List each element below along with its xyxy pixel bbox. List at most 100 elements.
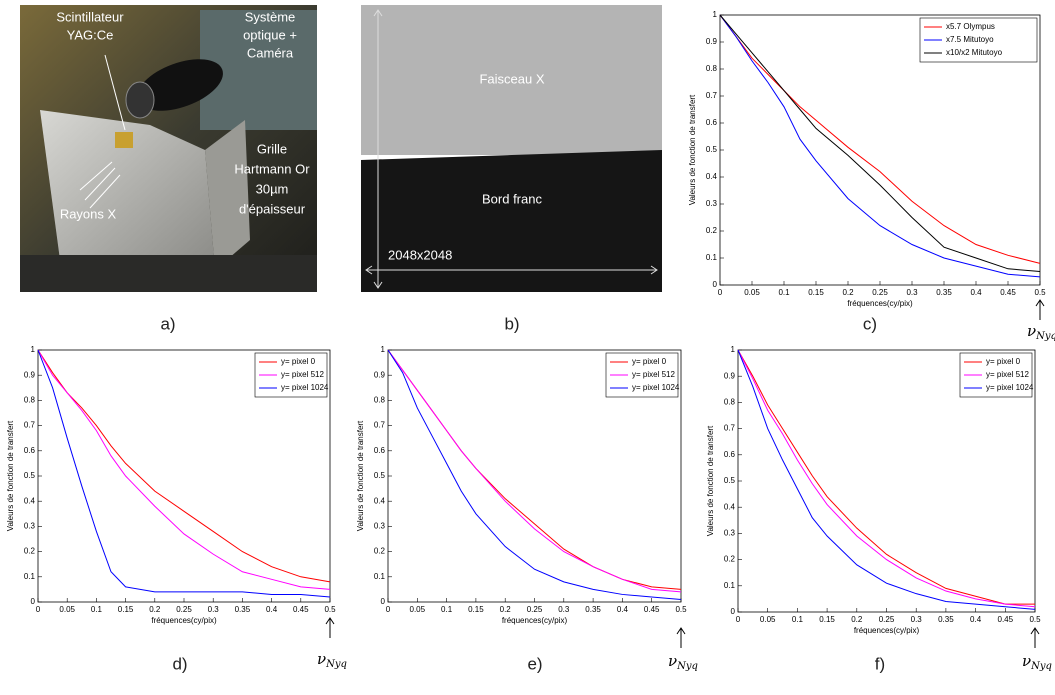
annotation-arrowhead bbox=[1030, 627, 1040, 635]
x-tick-label: 0.05 bbox=[760, 615, 776, 624]
x-tick-label: 0.1 bbox=[792, 615, 804, 624]
photo-label: Bord franc bbox=[482, 191, 542, 206]
annotation-subscript: Nyq bbox=[325, 659, 347, 670]
photo-a bbox=[20, 5, 317, 292]
annotation-subscript: Nyq bbox=[1030, 661, 1052, 672]
y-tick-label: 0 bbox=[713, 280, 718, 289]
y-tick-label: 0.3 bbox=[724, 529, 736, 538]
y-tick-label: 0.2 bbox=[374, 547, 386, 556]
photo-label: d'épaisseur bbox=[239, 201, 306, 216]
y-tick-label: 0.3 bbox=[374, 522, 386, 531]
y-axis-label: Valeurs de fonction de transfert bbox=[706, 425, 715, 536]
annotation: νNyq bbox=[668, 652, 698, 672]
y-tick-label: 0.9 bbox=[24, 370, 36, 379]
y-tick-label: 1 bbox=[731, 345, 736, 354]
x-tick-label: 0 bbox=[36, 605, 41, 614]
x-tick-label: 0.45 bbox=[644, 605, 660, 614]
x-tick-label: 0.25 bbox=[872, 288, 888, 297]
x-tick-label: 0.5 bbox=[1034, 288, 1046, 297]
x-tick-label: 0.05 bbox=[744, 288, 760, 297]
y-tick-label: 0.2 bbox=[24, 547, 36, 556]
x-tick-label: 0.25 bbox=[879, 615, 895, 624]
x-tick-label: 0 bbox=[386, 605, 391, 614]
y-tick-label: 0.1 bbox=[374, 572, 386, 581]
y-tick-label: 0.8 bbox=[374, 396, 386, 405]
photo-label: 2048x2048 bbox=[388, 247, 452, 262]
y-tick-label: 0.6 bbox=[24, 446, 36, 455]
legend-label: x5.7 Olympus bbox=[946, 22, 995, 31]
legend-label: y= pixel 1024 bbox=[986, 383, 1034, 392]
x-axis-label: fréquences(cy/pix) bbox=[502, 616, 568, 625]
annotation-symbol: ν bbox=[317, 650, 326, 668]
y-tick-label: 0 bbox=[731, 607, 736, 616]
series-line bbox=[737, 349, 1036, 608]
x-tick-label: 0.4 bbox=[970, 288, 982, 297]
y-axis-label: Valeurs de fonction de transfert bbox=[356, 420, 365, 531]
x-tick-label: 0.5 bbox=[675, 605, 687, 614]
photo-label: YAG:Ce bbox=[67, 27, 114, 42]
y-tick-label: 0.8 bbox=[24, 396, 36, 405]
photo-label: 30µm bbox=[256, 181, 289, 196]
legend-label: y= pixel 1024 bbox=[281, 383, 329, 392]
photo-label: Caméra bbox=[247, 45, 294, 60]
y-tick-label: 1 bbox=[31, 345, 36, 354]
x-tick-label: 0.4 bbox=[970, 615, 982, 624]
panel-label: f) bbox=[875, 654, 885, 673]
x-tick-label: 0.35 bbox=[585, 605, 601, 614]
legend-label: y= pixel 0 bbox=[632, 357, 667, 366]
photo-label: Scintillateur bbox=[56, 9, 124, 24]
x-tick-label: 0.3 bbox=[906, 288, 918, 297]
x-tick-label: 0.45 bbox=[1000, 288, 1016, 297]
x-tick-label: 0.5 bbox=[324, 605, 336, 614]
x-tick-label: 0.35 bbox=[235, 605, 251, 614]
y-tick-label: 0.7 bbox=[24, 421, 36, 430]
x-tick-label: 0.45 bbox=[998, 615, 1014, 624]
x-tick-label: 0.15 bbox=[118, 605, 134, 614]
x-tick-label: 0.35 bbox=[936, 288, 952, 297]
x-tick-label: 0.3 bbox=[558, 605, 570, 614]
y-tick-label: 0 bbox=[381, 597, 386, 606]
y-tick-label: 0.8 bbox=[706, 64, 718, 73]
annotation: νNyq bbox=[1022, 652, 1052, 672]
x-tick-label: 0.5 bbox=[1029, 615, 1041, 624]
legend-label: y= pixel 1024 bbox=[632, 383, 680, 392]
photo-label: Système bbox=[245, 9, 296, 24]
x-tick-label: 0.4 bbox=[617, 605, 629, 614]
y-tick-label: 0.6 bbox=[374, 446, 386, 455]
series-line bbox=[719, 14, 1041, 272]
legend-label: y= pixel 0 bbox=[281, 357, 316, 366]
series-line bbox=[37, 349, 331, 598]
x-tick-label: 0.15 bbox=[468, 605, 484, 614]
x-tick-label: 0.2 bbox=[149, 605, 161, 614]
y-axis-label: Valeurs de fonction de transfert bbox=[688, 94, 697, 205]
x-tick-label: 0.2 bbox=[851, 615, 863, 624]
x-tick-label: 0.3 bbox=[208, 605, 220, 614]
y-axis-label: Valeurs de fonction de transfert bbox=[6, 420, 15, 531]
annotation-arrowhead bbox=[1035, 299, 1045, 307]
y-tick-label: 0.6 bbox=[706, 118, 718, 127]
y-tick-label: 0.7 bbox=[706, 91, 718, 100]
annotation: νNyq bbox=[317, 650, 347, 670]
annotation-subscript: Nyq bbox=[676, 661, 698, 672]
legend-label: x10/x2 Mitutoyo bbox=[946, 48, 1003, 57]
x-tick-label: 0.25 bbox=[176, 605, 192, 614]
x-axis-label: fréquences(cy/pix) bbox=[847, 299, 913, 308]
y-tick-label: 0.5 bbox=[724, 476, 736, 485]
panel-label: b) bbox=[504, 314, 519, 333]
x-tick-label: 0.25 bbox=[527, 605, 543, 614]
x-tick-label: 0.45 bbox=[293, 605, 309, 614]
panel-label: e) bbox=[527, 654, 542, 673]
x-tick-label: 0.1 bbox=[778, 288, 790, 297]
y-tick-label: 0.9 bbox=[724, 371, 736, 380]
x-tick-label: 0.15 bbox=[819, 615, 835, 624]
legend-label: x7.5 Mitutoyo bbox=[946, 35, 994, 44]
y-tick-label: 0.7 bbox=[724, 424, 736, 433]
x-tick-label: 0.2 bbox=[842, 288, 854, 297]
x-tick-label: 0.2 bbox=[500, 605, 512, 614]
x-tick-label: 0.4 bbox=[266, 605, 278, 614]
y-tick-label: 0.5 bbox=[374, 471, 386, 480]
y-tick-label: 0.1 bbox=[724, 581, 736, 590]
y-tick-label: 0.9 bbox=[374, 370, 386, 379]
photo-label: optique + bbox=[243, 27, 297, 42]
